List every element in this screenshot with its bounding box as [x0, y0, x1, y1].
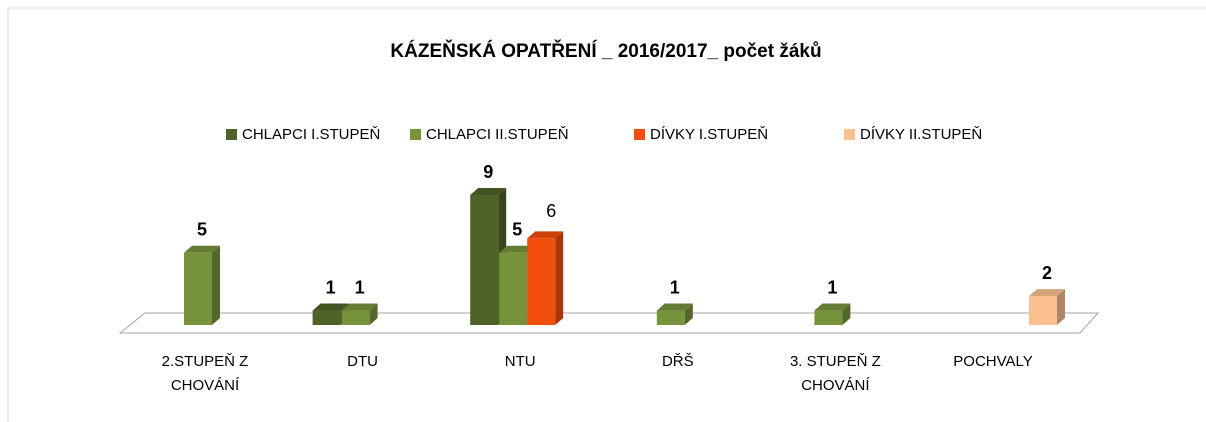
data-label: 6: [546, 201, 556, 221]
chart-border: [7, 7, 1206, 422]
bar-side: [684, 303, 693, 325]
data-label: 1: [326, 277, 336, 297]
bar-top: [814, 303, 851, 311]
bar-front: [312, 310, 341, 325]
bar-top: [470, 188, 507, 195]
bar: [184, 245, 220, 325]
bar-front: [814, 310, 843, 325]
bar: [527, 231, 564, 325]
bar: [341, 303, 378, 325]
x-tick-label: DTU: [347, 353, 378, 370]
bar-front: [656, 310, 685, 325]
bar-side: [369, 303, 378, 325]
bar-top: [656, 303, 693, 311]
data-label: 1: [670, 277, 680, 297]
legend-swatch: [410, 129, 421, 140]
data-label: 5: [512, 220, 522, 240]
legend-swatch: [226, 129, 237, 140]
data-label: 9: [483, 162, 493, 182]
data-label: 5: [197, 220, 207, 240]
bar: [814, 303, 851, 325]
bar-side: [212, 245, 220, 325]
legend-swatch: [634, 129, 645, 140]
bar-side: [842, 303, 851, 325]
bar-top: [184, 245, 220, 253]
bar-front: [1029, 296, 1057, 325]
x-tick-label: 2.STUPEŇ Z CHOVÁNÍ: [161, 353, 249, 394]
data-label: 1: [827, 277, 837, 297]
bar: [1029, 289, 1065, 325]
bar: [656, 303, 693, 325]
bar-top: [499, 245, 536, 253]
bar-top: [1029, 289, 1065, 297]
bar-front: [184, 252, 212, 325]
x-tick-label: 3. STUPEŇ Z CHOVÁNÍ: [789, 353, 881, 394]
chart-title: KÁZEŇSKÁ OPATŘENÍ _ 2016/2017_ počet žák…: [390, 40, 821, 62]
bar-top: [312, 303, 349, 311]
legend-label: DÍVKY II.STUPEŇ: [860, 126, 982, 143]
x-tick-label: POCHVALY: [953, 353, 1033, 370]
bar-side: [1057, 289, 1065, 325]
legend-swatch: [844, 129, 855, 140]
legend-label: CHLAPCI I.STUPEŇ: [242, 126, 380, 143]
legend-label: DÍVKY I.STUPEŇ: [650, 126, 768, 143]
bar-top: [341, 303, 378, 311]
data-label: 2: [1042, 263, 1052, 283]
bar-top: [527, 231, 564, 239]
floor: [118, 312, 1100, 334]
bar-front: [341, 310, 370, 325]
data-label: 1: [355, 277, 365, 297]
bar-front: [470, 195, 499, 325]
x-tick-label: NTU: [504, 353, 536, 370]
legend-label: CHLAPCI II.STUPEŇ: [426, 126, 569, 143]
bar-side: [555, 231, 564, 325]
bar-front: [527, 238, 556, 325]
bar-front: [499, 252, 528, 325]
x-tick-label: DŘŠ: [661, 353, 694, 370]
